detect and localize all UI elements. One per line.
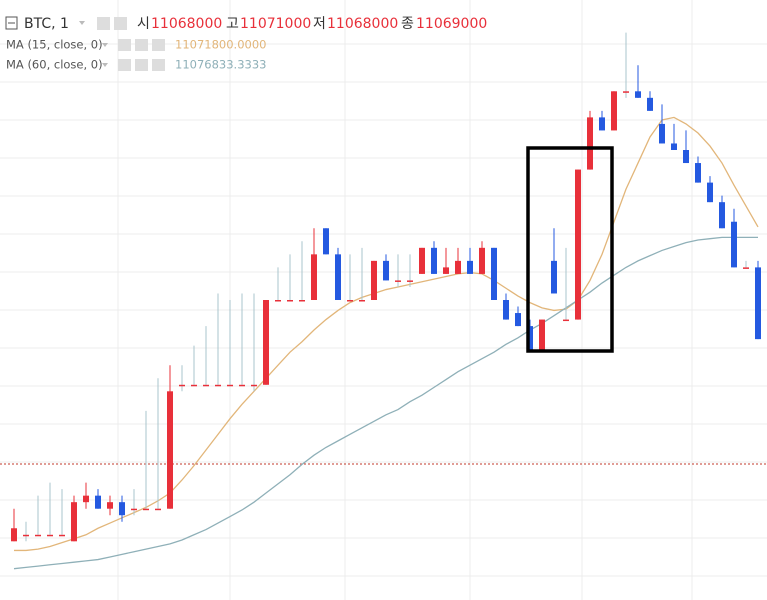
plot xyxy=(11,32,761,570)
dropdown-icon[interactable] xyxy=(102,43,108,47)
ma-line xyxy=(14,116,759,552)
candle-body xyxy=(503,300,509,320)
candle-body xyxy=(539,319,545,353)
highlight-box xyxy=(526,146,614,353)
indicator-icon[interactable] xyxy=(135,59,148,71)
ohlc-value: 11071000 xyxy=(240,16,311,32)
candle-body xyxy=(647,97,653,111)
candle-body xyxy=(263,300,269,385)
candle-body xyxy=(119,502,125,516)
ohlc-value: 11068000 xyxy=(327,16,398,32)
ohlc-label: 종 xyxy=(401,16,414,32)
candle-body xyxy=(359,300,365,302)
candle-body xyxy=(407,280,413,282)
candle-body xyxy=(623,91,629,93)
candle-body xyxy=(47,534,53,537)
dropdown-icon[interactable] xyxy=(79,21,85,25)
candle-body xyxy=(179,384,185,387)
candle-body xyxy=(203,384,209,387)
ohlc-value: 11068000 xyxy=(151,16,222,32)
candle-body xyxy=(143,508,149,511)
candle-body xyxy=(35,534,41,537)
ohlc-label: 시 xyxy=(137,16,150,32)
candle-body xyxy=(467,260,473,274)
candle-body xyxy=(635,91,641,98)
header: BTC, 1 시 11068000 고 11071000 저 11068000 … xyxy=(5,16,487,32)
candle-body xyxy=(23,534,29,537)
candle-body xyxy=(587,117,593,170)
candle-body xyxy=(275,300,281,302)
candle-body xyxy=(395,280,401,282)
candle-body xyxy=(599,117,605,131)
ma-line xyxy=(13,236,758,570)
legend: MA (15, close, 0) 11071800.0000 MA (60, cl… xyxy=(6,38,266,72)
candle-body xyxy=(671,143,677,150)
candle-body xyxy=(227,384,233,387)
candle-body xyxy=(347,300,353,302)
candle-body xyxy=(683,150,689,164)
indicator-icon[interactable] xyxy=(135,39,148,51)
legend-value: 11071800.0000 xyxy=(175,38,266,52)
candle-body xyxy=(191,384,197,387)
candle-body xyxy=(479,247,485,274)
ohlc-value: 11069000 xyxy=(416,16,487,32)
candle-body xyxy=(131,508,137,511)
candle-body xyxy=(311,254,317,300)
settings-icon[interactable] xyxy=(114,17,127,30)
collapse-icon xyxy=(5,16,18,30)
indicator-icon[interactable] xyxy=(118,59,131,71)
candle-body xyxy=(287,300,293,302)
legend-value: 11076833.3333 xyxy=(175,58,266,72)
candle-body xyxy=(383,260,389,281)
candle-body xyxy=(299,300,305,302)
candle-body xyxy=(659,123,665,144)
candle-body xyxy=(527,326,533,353)
candle-body xyxy=(707,182,713,203)
candle-body xyxy=(731,221,737,268)
legend-label: MA (15, close, 0) xyxy=(6,38,103,52)
candle-body xyxy=(611,91,617,131)
candle-body xyxy=(323,228,329,255)
candle-body xyxy=(515,313,521,327)
indicator-icon[interactable] xyxy=(152,59,165,71)
candle-body xyxy=(755,267,761,340)
candle-body xyxy=(455,260,461,274)
candle-body xyxy=(59,534,65,537)
candle-body xyxy=(167,391,173,509)
candle-body xyxy=(563,319,569,322)
candle-body xyxy=(251,384,257,387)
candle-body xyxy=(71,502,77,542)
candle-body xyxy=(551,260,557,294)
legend-label: MA (60, close, 0) xyxy=(6,58,103,72)
candle-body xyxy=(155,508,161,511)
candle-body xyxy=(575,169,581,320)
candle-body xyxy=(83,495,89,503)
symbol: BTC, 1 xyxy=(24,16,69,32)
indicator-icon[interactable] xyxy=(118,39,131,51)
candle-body xyxy=(239,384,245,387)
candle-body xyxy=(11,528,17,542)
candle-body xyxy=(719,202,725,229)
ohlc-label: 저 xyxy=(313,16,326,32)
candle-body xyxy=(695,163,701,183)
candle-body xyxy=(107,502,113,509)
candle-body xyxy=(419,247,425,274)
candle-body xyxy=(743,267,749,269)
candle-body xyxy=(443,267,449,274)
candle-body xyxy=(431,247,437,274)
candle-body xyxy=(371,260,377,300)
ohlc-label: 고 xyxy=(226,16,239,32)
candle-body xyxy=(215,384,221,387)
candle-body xyxy=(95,495,101,509)
candle-body xyxy=(491,247,497,300)
indicator-icon[interactable] xyxy=(152,39,165,51)
dropdown-icon[interactable] xyxy=(102,63,108,67)
candle-body xyxy=(335,254,341,300)
eye-icon[interactable] xyxy=(97,17,110,30)
